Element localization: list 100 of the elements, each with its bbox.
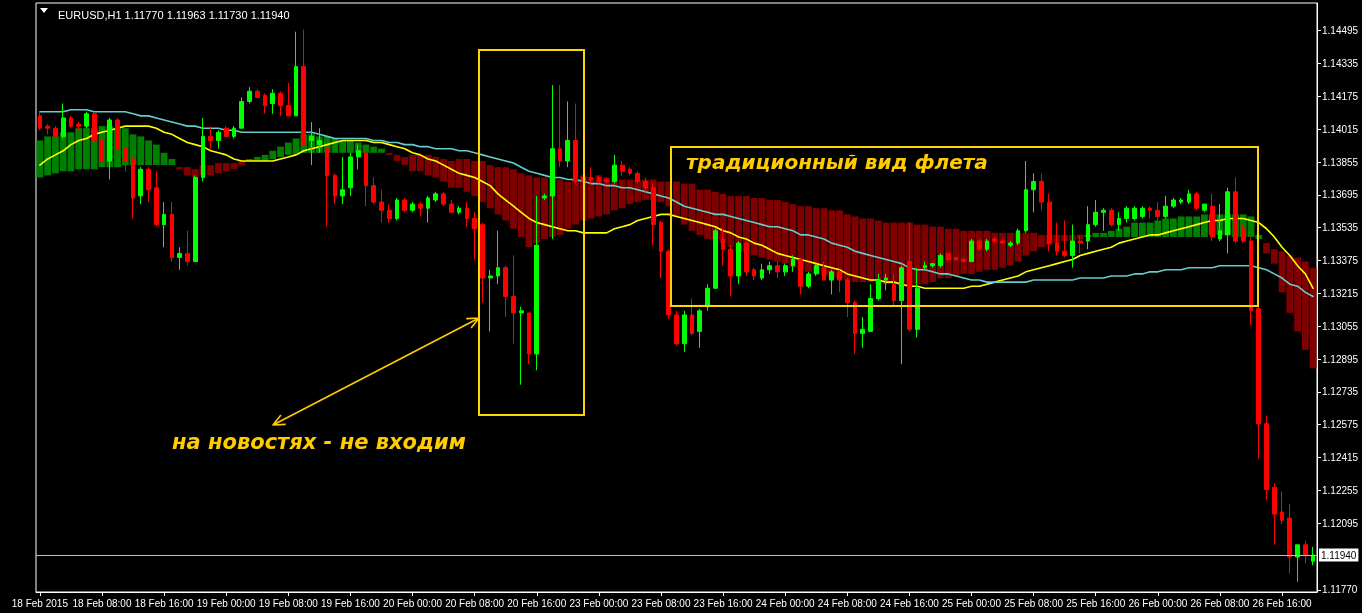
x-tick-label: 18 Feb 08:00 (72, 597, 132, 609)
candlestick (371, 176, 376, 205)
candlestick (814, 263, 819, 277)
candlestick (38, 111, 42, 131)
candlestick (558, 84, 562, 168)
x-tick-label: 24 Feb 08:00 (817, 597, 878, 609)
bar (385, 152, 393, 155)
candlestick (1109, 207, 1114, 228)
candlestick (853, 300, 857, 355)
candlestick (659, 220, 663, 279)
candlestick (232, 125, 236, 139)
candlestick (294, 31, 298, 117)
candlestick (628, 166, 632, 176)
y-tick-label: 1.13375 (1322, 255, 1359, 267)
candlestick (433, 191, 438, 203)
candlestick (1132, 205, 1137, 222)
candlestick (162, 201, 166, 248)
candlestick (1187, 189, 1191, 205)
x-tick-label: 25 Feb 00:00 (942, 597, 1002, 609)
candlestick (884, 273, 888, 291)
x-tick-label: 19 Feb 16:00 (320, 597, 381, 609)
text: EURUSD,H1 1.11770 1.11963 1.11730 1.11940 (58, 8, 290, 21)
y-tick-label: 1.11770 (1322, 584, 1358, 596)
y-tick-label: 1.13855 (1322, 156, 1359, 168)
candlestick (860, 316, 865, 349)
y-tick-label: 1.12895 (1322, 353, 1359, 365)
candlestick (760, 263, 764, 281)
candlestick (76, 121, 81, 131)
y-tick-label: 1.14495 (1322, 25, 1359, 37)
candlestick (1272, 482, 1277, 546)
candlestick (1311, 546, 1315, 566)
candlestick (868, 283, 873, 332)
candlestick (791, 254, 795, 273)
candlestick (1148, 205, 1152, 219)
candlestick (340, 156, 345, 205)
candlestick (239, 96, 244, 129)
candlestick (1280, 490, 1284, 525)
candlestick (697, 308, 702, 349)
candlestick (1202, 203, 1207, 213)
candlestick (503, 265, 508, 318)
candlestick (1194, 191, 1199, 211)
candlestick (1124, 205, 1129, 224)
candlestick (441, 191, 446, 207)
x-tick-label: 24 Feb 16:00 (879, 597, 940, 609)
candlestick (387, 203, 392, 224)
ref-line-label: 1.11940 (1321, 549, 1357, 561)
x-tick-label: 20 Feb 08:00 (445, 597, 505, 609)
x-tick-label: 25 Feb 08:00 (1004, 597, 1064, 609)
candlestick (806, 271, 811, 289)
x-tick-label: 19 Feb 08:00 (258, 597, 319, 609)
candlestick (69, 115, 73, 129)
candlestick (682, 310, 687, 353)
candlestick (185, 230, 190, 267)
x-tick-label: 25 Feb 16:00 (1066, 597, 1126, 609)
y-tick-label: 1.13695 (1322, 189, 1359, 201)
candlestick (138, 166, 143, 205)
candlestick (946, 252, 951, 263)
annotation: традиционный вид флета (686, 150, 988, 174)
y-tick-label: 1.13215 (1322, 287, 1359, 299)
candlestick (488, 269, 493, 332)
candlestick (348, 152, 353, 197)
candlestick (333, 172, 337, 205)
candlestick (449, 199, 454, 213)
x-tick-label: 24 Feb 00:00 (755, 597, 816, 609)
y-tick-label: 1.14335 (1322, 58, 1359, 70)
x-tick-label: 19 Feb 00:00 (196, 597, 257, 609)
candlestick (822, 261, 826, 281)
y-tick-label: 1.13055 (1322, 320, 1359, 332)
candlestick (480, 222, 485, 304)
candlestick (255, 88, 260, 98)
x-tick-label: 18 Feb 2015 (11, 597, 69, 609)
candlestick (1031, 172, 1036, 213)
x-tick-label: 18 Feb 16:00 (134, 597, 195, 609)
y-tick-label: 1.14015 (1322, 123, 1359, 135)
candlestick (542, 193, 547, 201)
candlestick (154, 170, 159, 228)
candlestick (690, 298, 694, 336)
candlestick (775, 261, 780, 279)
candlestick (1008, 240, 1013, 248)
candlestick (992, 236, 997, 244)
x-tick-label: 26 Feb 16:00 (1252, 597, 1312, 609)
candlestick (752, 267, 756, 281)
candlestick (1264, 415, 1269, 501)
candlestick (1287, 503, 1292, 575)
candlestick (263, 92, 267, 115)
candlestick (146, 166, 151, 203)
candlestick (472, 211, 477, 261)
candlestick (1163, 195, 1168, 219)
candlestick (177, 246, 182, 271)
x-tick-label: 26 Feb 08:00 (1190, 597, 1250, 609)
x-tick-label: 26 Feb 00:00 (1128, 597, 1188, 609)
candlestick (938, 252, 943, 269)
candlestick (418, 201, 423, 217)
candlestick (208, 125, 213, 150)
candlestick (930, 263, 935, 269)
y-tick-label: 1.12415 (1322, 452, 1359, 464)
candlestick (527, 312, 531, 365)
annotation: на новостях - не входим (172, 430, 466, 454)
candlestick (270, 88, 275, 115)
candlestick (604, 176, 609, 185)
